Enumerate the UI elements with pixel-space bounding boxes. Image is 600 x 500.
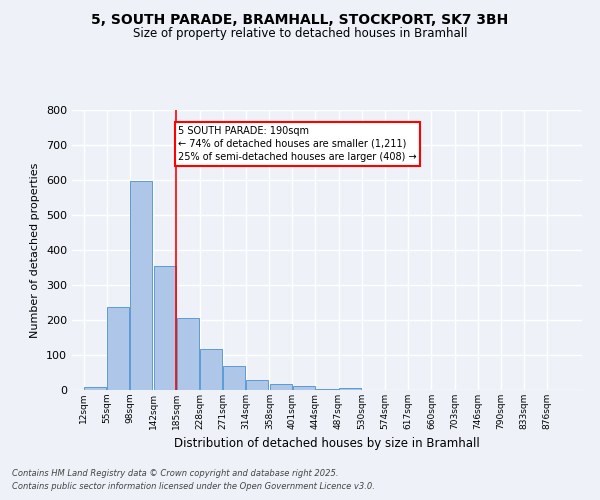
Bar [269, 384, 292, 390]
Bar [246, 380, 268, 390]
Text: Contains HM Land Registry data © Crown copyright and database right 2025.: Contains HM Land Registry data © Crown c… [12, 468, 338, 477]
Bar [293, 386, 315, 390]
Bar [200, 349, 222, 390]
Text: Size of property relative to detached houses in Bramhall: Size of property relative to detached ho… [133, 28, 467, 40]
Bar [316, 388, 338, 390]
Y-axis label: Number of detached properties: Number of detached properties [31, 162, 40, 338]
Bar [223, 366, 245, 390]
Text: Contains public sector information licensed under the Open Government Licence v3: Contains public sector information licen… [12, 482, 375, 491]
Bar [339, 388, 361, 390]
Bar [154, 266, 176, 390]
X-axis label: Distribution of detached houses by size in Bramhall: Distribution of detached houses by size … [174, 438, 480, 450]
Bar [84, 387, 106, 390]
Text: 5, SOUTH PARADE, BRAMHALL, STOCKPORT, SK7 3BH: 5, SOUTH PARADE, BRAMHALL, STOCKPORT, SK… [91, 12, 509, 26]
Bar [130, 181, 152, 390]
Text: 5 SOUTH PARADE: 190sqm
← 74% of detached houses are smaller (1,211)
25% of semi-: 5 SOUTH PARADE: 190sqm ← 74% of detached… [178, 126, 416, 162]
Bar [107, 306, 130, 390]
Bar [177, 318, 199, 390]
